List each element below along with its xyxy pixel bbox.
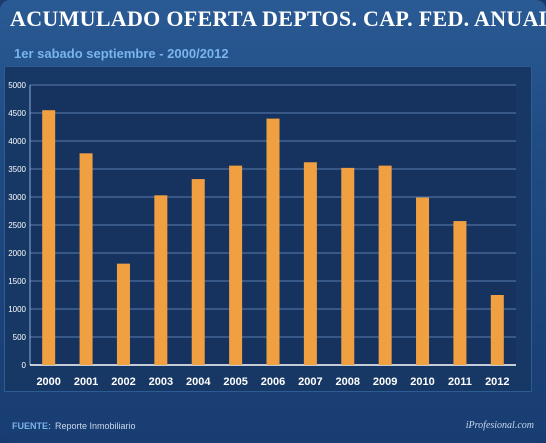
bar [154,195,168,365]
x-tick-label: 2011 [448,376,472,388]
x-tick-label: 2009 [373,376,397,388]
y-tick-label: 1000 [8,305,26,314]
y-tick-label: 3500 [8,165,26,174]
bar [42,110,56,365]
x-tick-label: 2012 [485,376,509,388]
x-tick-label: 2001 [74,376,98,388]
source-text: Reporte Inmobiliario [55,421,136,431]
x-tick-label: 2003 [149,376,173,388]
x-tick-label: 2007 [298,376,322,388]
bar [453,221,467,365]
brand-watermark: iProfesional.com [465,420,534,431]
y-tick-label: 4000 [8,137,26,146]
source-label: FUENTE: [12,421,51,431]
bar [229,165,243,365]
x-tick-label: 2005 [223,376,247,388]
x-tick-label: 2000 [36,376,60,388]
bar [490,295,504,365]
y-tick-label: 2000 [8,249,26,258]
y-tick-label: 3000 [8,193,26,202]
y-tick-label: 2500 [8,221,26,230]
y-tick-label: 500 [13,333,27,342]
y-tick-label: 4500 [8,109,26,118]
bar [191,179,205,365]
chart-title: ACUMULADO OFERTA DEPTOS. CAP. FED. ANUAL [10,6,546,31]
bar [341,167,355,365]
bar [79,153,93,365]
bar [416,197,430,365]
x-tick-label: 2002 [111,376,135,388]
bar [378,165,392,365]
bar [266,118,280,365]
x-tick-label: 2010 [410,376,434,388]
y-tick-label: 0 [22,361,27,370]
bar-chart: 0 500 1000 1500 2000 2500 3000 3500 4000 4500 5000… [8,81,516,388]
bar [303,162,317,365]
x-tick-label: 2008 [336,376,360,388]
source-note: FUENTE: Reporte Inmobiliario [12,421,136,431]
x-tick-label: 2004 [186,376,211,388]
bar [116,263,130,365]
y-tick-label: 5000 [8,81,26,90]
y-tick-label: 1500 [8,277,26,286]
chart-subtitle: 1er sabado septiembre - 2000/2012 [14,46,229,61]
x-tick-label: 2006 [261,376,285,388]
